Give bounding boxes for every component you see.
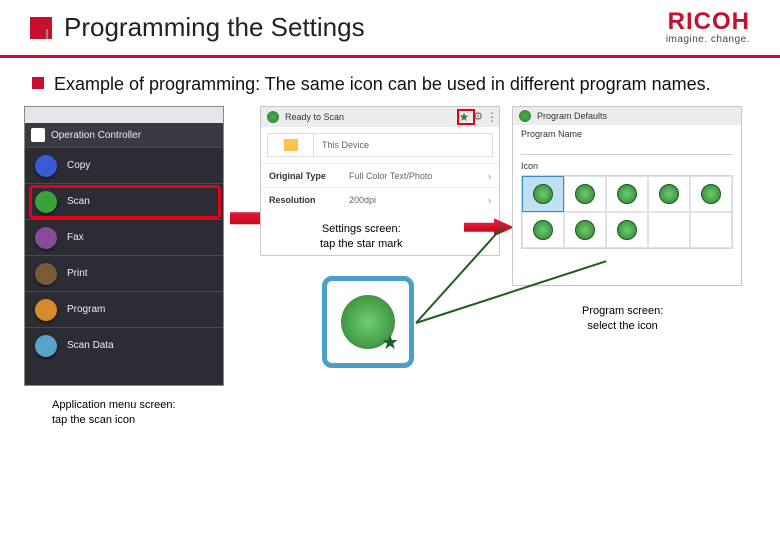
app-menu-panel: Operation Controller Copy Scan Fax Print… [24,106,224,386]
device-row[interactable]: This Device [267,133,493,157]
settings-title: Ready to Scan [285,112,344,122]
highlight-star [457,109,475,125]
zoom-inset [322,276,414,368]
icon-cell[interactable] [564,176,606,212]
print-icon [35,263,57,285]
icon-cell[interactable] [648,176,690,212]
page-title: Programming the Settings [64,12,365,43]
program-name-field[interactable] [521,141,733,155]
brand-word: RICOH [666,10,750,34]
program-choice-icon [659,184,679,204]
caption-program: Program screen: select the icon [582,304,663,333]
brand-logo: RICOH imagine. change. [666,10,750,45]
icon-cell[interactable] [648,212,690,248]
icon-cell[interactable] [564,212,606,248]
icon-cell[interactable] [690,212,732,248]
brand-tagline: imagine. change. [666,34,750,45]
menu-item-scandata[interactable]: Scan Data [25,327,223,363]
program-choice-icon [575,220,595,240]
caption-settings: Settings screen: tap the star mark [320,222,403,251]
program-titlebar: Program Defaults [513,107,741,125]
highlight-scan [29,185,221,219]
setting-row-original[interactable]: Original Type Full Color Text/Photo › [261,163,499,187]
icon-grid [521,175,733,249]
bullet-text: Example of programming: The same icon ca… [54,72,711,96]
menu-item-copy[interactable]: Copy [25,147,223,183]
icon-cell[interactable] [606,176,648,212]
device-value: This Device [314,140,369,150]
program-choice-icon [575,184,595,204]
copy-icon [35,155,57,177]
menu-item-print[interactable]: Print [25,255,223,291]
chevron-right-icon: › [488,195,491,205]
phone-statusbar [25,107,223,123]
program-icon [35,299,57,321]
menu-label: Scan Data [67,340,114,351]
app-menu-titlebar: Operation Controller [25,123,223,147]
program-choice-icon [617,220,637,240]
setting-row-resolution[interactable]: Resolution 200dpi › [261,187,499,211]
menu-label: Copy [67,160,90,171]
menu-label: Fax [67,232,84,243]
menu-label: Print [67,268,88,279]
zoom-program-icon [341,295,395,349]
program-title: Program Defaults [537,111,607,121]
title-bullet-icon [30,17,52,39]
program-name-label: Program Name [513,125,741,139]
program-choice-icon [617,184,637,204]
program-header-icon [519,110,531,122]
icon-cell[interactable] [606,212,648,248]
app-menu-title: Operation Controller [51,130,141,141]
fax-icon [35,227,57,249]
program-choice-icon [533,220,553,240]
icon-cell[interactable] [690,176,732,212]
setting-value: Full Color Text/Photo [349,171,488,181]
menu-item-fax[interactable]: Fax [25,219,223,255]
setting-value: 200dpi [349,195,488,205]
program-choice-icon [701,184,721,204]
setting-key: Original Type [269,171,349,181]
program-choice-icon [533,184,553,204]
icon-cell-selected[interactable] [522,176,564,212]
bullet-icon [32,77,44,89]
setting-key: Resolution [269,195,349,205]
menu-label: Program [67,304,105,315]
menu-overflow-icon[interactable]: ⋮ [485,110,499,124]
scandata-icon [35,335,57,357]
caption-app-menu: Application menu screen: tap the scan ic… [52,398,176,427]
chevron-right-icon: › [488,171,491,181]
folder-icon [284,139,298,151]
program-icon-label: Icon [513,157,741,171]
app-icon [31,128,45,142]
header-rule [0,55,780,58]
icon-cell[interactable] [522,212,564,248]
menu-item-program[interactable]: Program [25,291,223,327]
scan-ready-icon [267,111,279,123]
program-panel: Program Defaults Program Name Icon [512,106,742,286]
